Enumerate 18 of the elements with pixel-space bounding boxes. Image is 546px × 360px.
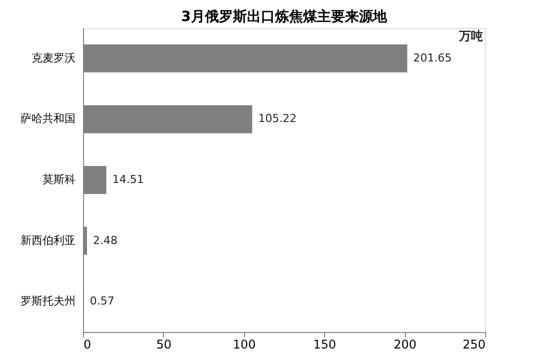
x-tick-label: 150 <box>313 338 336 352</box>
data-label: 0.57 <box>90 294 114 308</box>
x-tick-label: 250 <box>462 338 486 352</box>
data-label: 105.22 <box>258 112 297 126</box>
x-tick-label: 50 <box>156 338 172 352</box>
chart-title: 3月俄罗斯出口炼焦煤主要来源地 <box>181 8 388 25</box>
y-tick-label: 莫斯科 <box>42 173 76 186</box>
y-tick-label: 罗斯托夫州 <box>20 294 76 308</box>
data-label: 2.48 <box>92 234 118 247</box>
x-tick-label: 100 <box>232 338 256 352</box>
x-tick-label: 0 <box>84 338 92 352</box>
y-tick-label: 新西伯利亚 <box>20 234 76 247</box>
data-label: 201.65 <box>413 51 452 64</box>
y-tick-label: 萨哈共和国 <box>20 112 76 126</box>
annotation: 万吨 <box>458 29 483 43</box>
y-tick-label: 克麦罗沃 <box>32 51 76 64</box>
x-tick-label: 200 <box>394 338 417 352</box>
data-label: 14.51 <box>112 173 144 186</box>
